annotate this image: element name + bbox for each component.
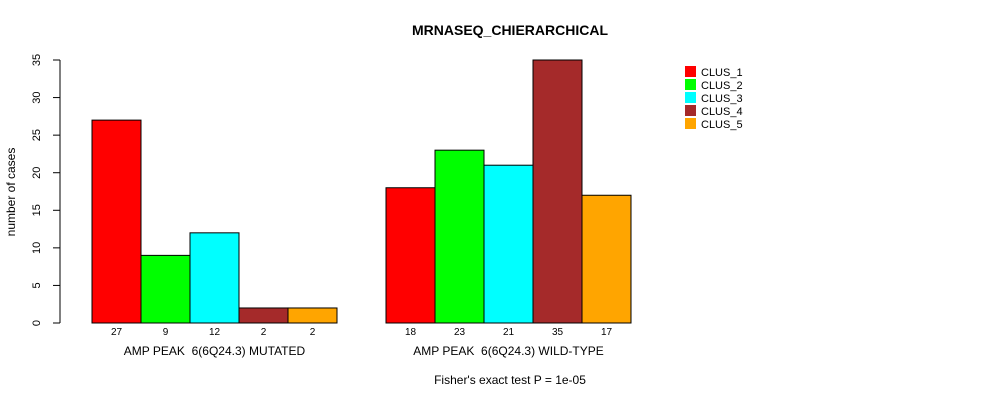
legend-item: CLUS_3 xyxy=(685,92,743,105)
legend-label: CLUS_2 xyxy=(701,80,743,92)
legend-swatch xyxy=(685,92,696,103)
y-tick-label: 25 xyxy=(31,129,43,141)
bar-clus_2 xyxy=(434,149,485,324)
y-tick-label: 30 xyxy=(31,91,43,103)
legend-item: CLUS_2 xyxy=(685,79,743,92)
bar-clus_4 xyxy=(238,307,289,324)
y-tick-label: 15 xyxy=(31,204,43,216)
legend-label: CLUS_4 xyxy=(701,106,743,118)
bar-count-label: 12 xyxy=(209,327,221,338)
bar-clus_2 xyxy=(140,254,191,324)
y-axis: 0 5 10 15 20 25 30 35 xyxy=(31,54,61,326)
fisher-test-footnote: Fisher's exact test P = 1e-05 xyxy=(434,373,586,387)
bar-clus_5 xyxy=(581,194,632,324)
bar-count-label: 2 xyxy=(261,327,267,338)
legend-swatch xyxy=(685,118,696,129)
y-tick-label: 0 xyxy=(31,320,43,326)
y-tick-label: 5 xyxy=(31,282,43,288)
bar-count-label: 2 xyxy=(310,327,316,338)
bar-clus_5 xyxy=(287,307,338,324)
y-tick-label: 20 xyxy=(31,167,43,179)
bar-groups: 27 9 12 2 2 AMP PEAK 6(6Q24.3) MUTATED 18 23 21 3… xyxy=(91,59,632,358)
bar-group: 27 9 12 2 2 AMP PEAK 6(6Q24.3) MUTATED xyxy=(91,119,338,358)
bar-clus_3 xyxy=(189,232,240,324)
legend-label: CLUS_5 xyxy=(701,119,743,131)
bar-clus_3 xyxy=(483,164,534,324)
bar-group: 18 23 21 35 17 AMP PEAK 6(6Q24.3) WILD-TYPE xyxy=(385,59,632,358)
legend-item: CLUS_1 xyxy=(685,66,743,79)
y-axis-label: number of cases xyxy=(4,148,18,237)
legend-swatch xyxy=(685,79,696,90)
legend-swatch xyxy=(685,66,696,77)
bar-count-label: 17 xyxy=(601,327,613,338)
group-label: AMP PEAK 6(6Q24.3) MUTATED xyxy=(124,344,306,358)
bar-count-label: 35 xyxy=(552,327,564,338)
bar-count-label: 18 xyxy=(405,327,417,338)
chart-title: MRNASEQ_CHIERARCHICAL xyxy=(412,22,608,38)
bar-count-label: 23 xyxy=(454,327,466,338)
bar-clus_4 xyxy=(532,59,583,324)
bar-clus_1 xyxy=(91,119,142,324)
legend-item: CLUS_4 xyxy=(685,105,743,118)
legend-label: CLUS_1 xyxy=(701,67,743,79)
legend-item: CLUS_5 xyxy=(685,118,743,131)
y-tick-label: 10 xyxy=(31,242,43,254)
bar-count-label: 27 xyxy=(111,327,123,338)
y-tick-label: 35 xyxy=(31,54,43,66)
group-label: AMP PEAK 6(6Q24.3) WILD-TYPE xyxy=(413,344,604,358)
bar-count-label: 21 xyxy=(503,327,515,338)
bar-clus_1 xyxy=(385,187,436,324)
bar-count-label: 9 xyxy=(163,327,169,338)
legend-label: CLUS_3 xyxy=(701,93,743,105)
legend-swatch xyxy=(685,105,696,116)
